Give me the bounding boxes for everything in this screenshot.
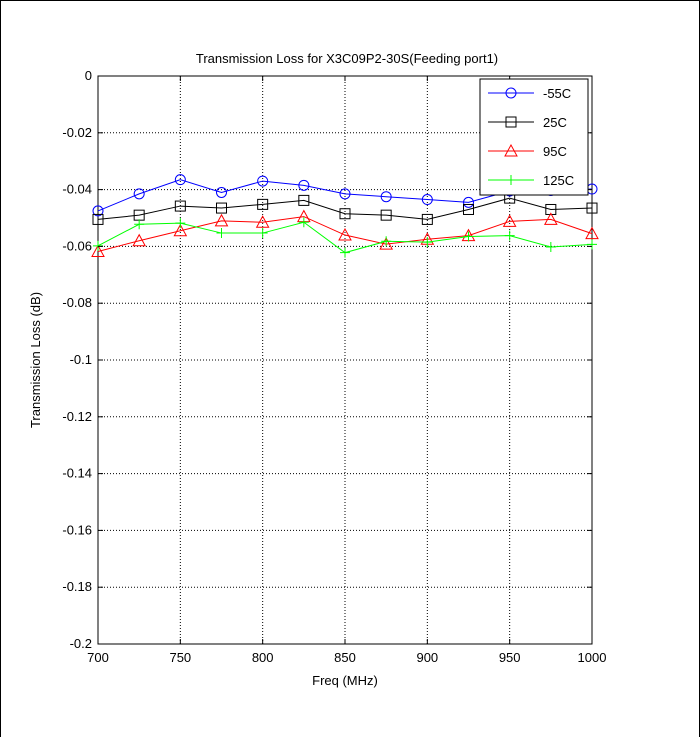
y-tick-label: 0 [85, 68, 92, 83]
x-tick-label: 900 [416, 650, 438, 665]
data-point-marker [255, 215, 270, 228]
data-point-marker [298, 179, 310, 191]
series-25C [92, 192, 598, 225]
data-point-marker [216, 186, 227, 198]
y-tick-label: -0.02 [62, 125, 92, 140]
legend-label: 95C [543, 144, 567, 159]
data-point-marker [173, 223, 188, 237]
legend-item-125C: 125C [488, 173, 574, 188]
data-point-marker [257, 175, 269, 187]
series-line [97, 197, 593, 220]
data-point-marker [586, 202, 598, 214]
data-point-marker [505, 116, 517, 128]
series-layer [91, 174, 599, 258]
data-point-marker [463, 196, 474, 208]
data-point-marker [543, 212, 558, 225]
data-point-marker [380, 191, 392, 203]
data-point-marker [92, 213, 104, 225]
y-tick-label: -0.12 [62, 409, 92, 424]
data-point-marker [257, 198, 269, 210]
legend-box [479, 78, 589, 196]
y-tick-label: -0.2 [70, 636, 92, 651]
x-tick-label: 750 [169, 650, 191, 665]
data-point-marker [463, 231, 474, 242]
y-tick-label: -0.08 [62, 295, 92, 310]
data-point-marker [338, 227, 352, 241]
data-point-marker [93, 240, 103, 251]
data-point-marker [505, 87, 517, 99]
data-point-marker [421, 194, 433, 206]
data-point-marker [379, 237, 394, 250]
legend-label: 25C [543, 115, 567, 130]
data-point-marker [421, 213, 433, 225]
x-tick-label: 700 [87, 650, 109, 665]
legend: -55C 25C 95C 125C [479, 78, 589, 196]
data-point-marker [216, 228, 227, 239]
series-line [97, 216, 593, 252]
data-point-marker [298, 194, 310, 206]
data-point-marker [506, 175, 516, 185]
data-point-marker [257, 228, 268, 239]
y-tick-label: -0.04 [62, 182, 92, 197]
data-point-marker [174, 174, 186, 186]
data-point-marker [504, 143, 518, 157]
legend-item-95C: 95C [488, 143, 567, 159]
data-point-marker [422, 237, 433, 248]
x-tick-label: 1000 [578, 650, 607, 665]
data-point-marker [92, 205, 104, 217]
y-tick-label: -0.1 [70, 352, 92, 367]
y-tick-label: -0.16 [62, 522, 92, 537]
series-125C [93, 217, 597, 258]
data-point-marker [380, 209, 392, 221]
data-point-marker [545, 203, 557, 215]
y-tick-label: -0.14 [62, 466, 92, 481]
data-point-marker [340, 247, 350, 258]
y-axis-label: Transmission Loss (dB) [28, 292, 43, 428]
data-point-marker [174, 200, 186, 212]
legend-item--55C: -55C [488, 86, 571, 101]
tick-layer: 700 750 800 850 900 950 1000 0 -0.02 -0.04 -0.06 -0… [62, 68, 606, 665]
x-tick-label: 800 [252, 650, 274, 665]
data-point-marker [132, 233, 147, 247]
y-tick-label: -0.18 [62, 579, 92, 594]
x-tick-label: 850 [334, 650, 356, 665]
data-point-marker [504, 230, 515, 241]
data-point-marker [133, 188, 145, 200]
data-point-marker [587, 239, 597, 250]
y-tick-label: -0.06 [62, 238, 92, 253]
x-tick-label: 950 [499, 650, 521, 665]
data-point-marker [339, 208, 351, 220]
data-point-marker [216, 202, 227, 214]
data-point-marker [214, 213, 229, 227]
x-axis-label: Freq (MHz) [312, 673, 378, 688]
data-point-marker [339, 188, 351, 200]
data-point-marker [91, 244, 105, 258]
legend-label: -55C [543, 86, 571, 101]
data-point-marker [175, 218, 186, 229]
data-point-marker [545, 241, 556, 252]
data-point-marker [502, 214, 517, 227]
data-point-marker [298, 217, 309, 228]
data-point-marker [381, 236, 392, 247]
data-point-marker [585, 226, 599, 240]
legend-item-25C: 25C [488, 115, 567, 130]
data-point-marker [463, 203, 474, 215]
data-point-marker [134, 219, 145, 230]
legend-label: 125C [543, 173, 574, 188]
chart-title: Transmission Loss for X3C09P2-30S(Feedin… [196, 51, 498, 66]
